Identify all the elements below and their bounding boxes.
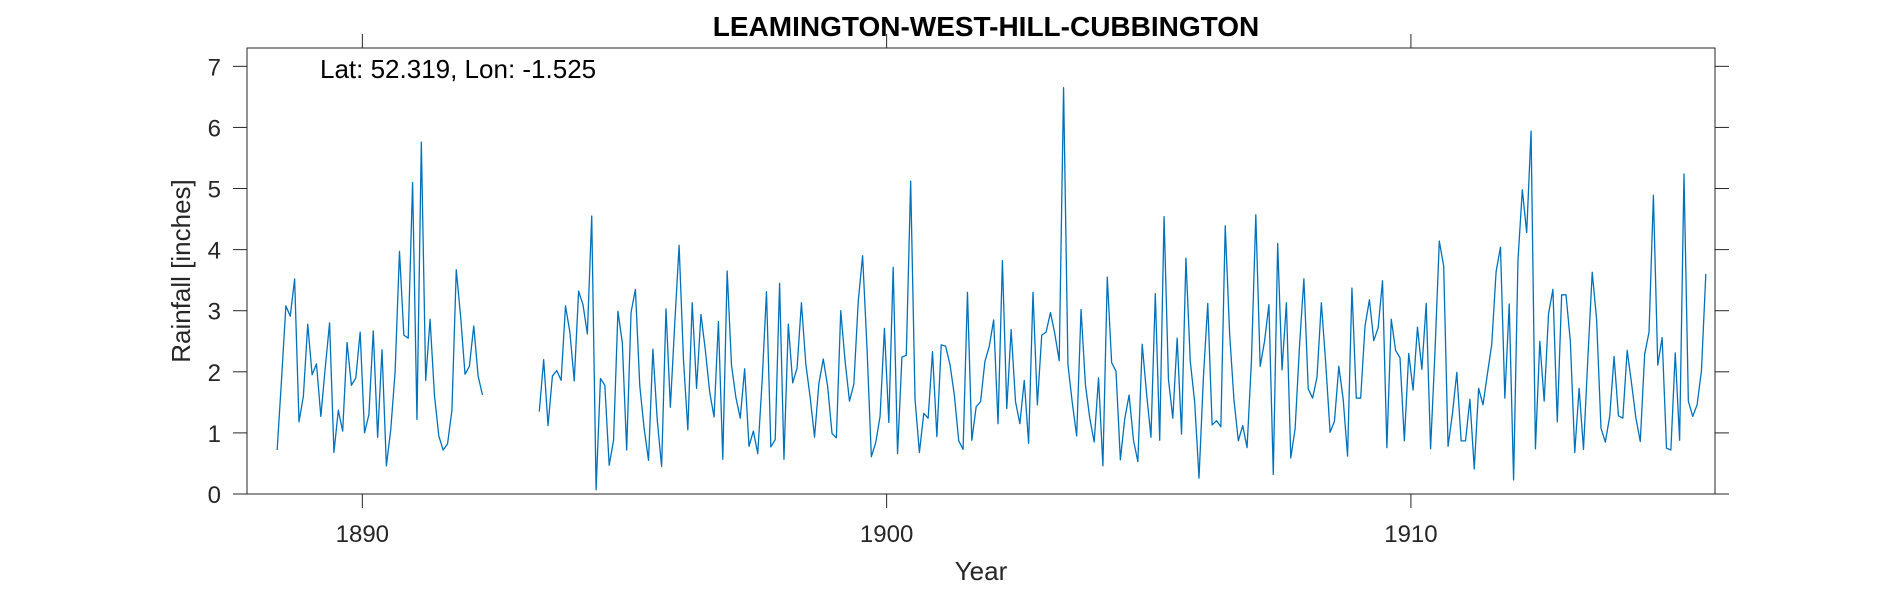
x-tick-label: 1890 <box>336 521 389 548</box>
chart-title: LEAMINGTON-WEST-HILL-CUBBINGTON <box>713 11 1259 42</box>
y-tick-label: 0 <box>208 482 221 509</box>
plot-frame <box>246 47 1716 495</box>
x-tick-labels: 1890 1900 1910 <box>336 521 1438 548</box>
y-tick-labels: 0 1 2 3 4 5 6 7 <box>208 54 221 509</box>
y-tick-label: 3 <box>208 299 221 326</box>
x-tick-label: 1900 <box>860 521 913 548</box>
tick-marks <box>233 34 1729 508</box>
y-axis-title: Rainfall [inches] <box>166 179 196 363</box>
y-tick-label: 1 <box>208 421 221 448</box>
y-tick-label: 7 <box>208 54 221 81</box>
y-tick-label: 4 <box>208 238 221 265</box>
plot-area <box>233 34 1729 508</box>
y-tick-label: 5 <box>208 177 221 204</box>
rainfall-series-line <box>276 87 1707 491</box>
y-tick-label: 6 <box>208 115 221 142</box>
location-annotation: Lat: 52.319, Lon: -1.525 <box>320 54 596 84</box>
x-tick-label: 1910 <box>1384 521 1437 548</box>
y-tick-label: 2 <box>208 360 221 387</box>
x-axis-title: Year <box>955 556 1008 586</box>
